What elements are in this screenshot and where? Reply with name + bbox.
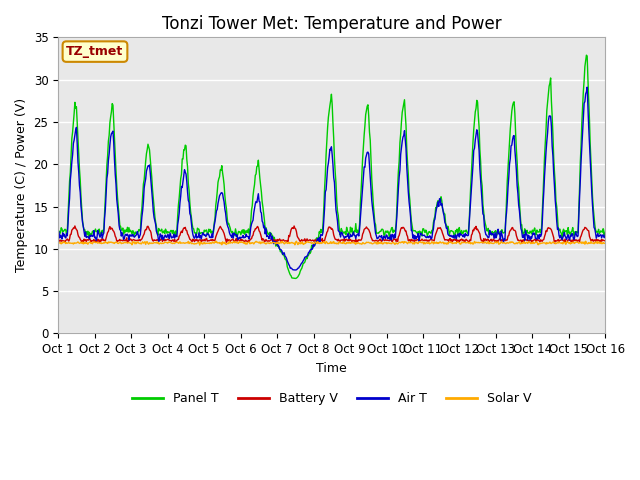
Air T <box>292 267 300 273</box>
Solar V <box>64 240 72 246</box>
Air T <box>120 235 128 241</box>
Battery V <box>71 223 79 229</box>
Battery V <box>64 237 72 243</box>
Battery V <box>602 238 609 244</box>
Battery V <box>550 240 558 246</box>
Air T <box>602 230 609 236</box>
Air T <box>399 134 407 140</box>
Panel T <box>602 227 609 233</box>
X-axis label: Time: Time <box>316 362 347 375</box>
Air T <box>54 235 62 240</box>
Solar V <box>176 239 184 245</box>
Solar V <box>206 240 214 246</box>
Line: Panel T: Panel T <box>58 55 605 278</box>
Battery V <box>122 237 129 243</box>
Air T <box>583 84 591 90</box>
Solar V <box>602 240 609 246</box>
Y-axis label: Temperature (C) / Power (V): Temperature (C) / Power (V) <box>15 98 28 273</box>
Solar V <box>54 240 62 246</box>
Line: Battery V: Battery V <box>58 226 605 243</box>
Air T <box>64 220 72 226</box>
Panel T <box>582 52 590 58</box>
Solar V <box>120 240 128 245</box>
Panel T <box>399 106 407 111</box>
Panel T <box>176 185 184 191</box>
Panel T <box>120 227 128 233</box>
Legend: Panel T, Battery V, Air T, Solar V: Panel T, Battery V, Air T, Solar V <box>127 387 536 410</box>
Line: Solar V: Solar V <box>58 241 605 245</box>
Panel T <box>415 230 423 236</box>
Battery V <box>177 230 184 236</box>
Solar V <box>292 238 300 244</box>
Line: Air T: Air T <box>58 87 605 270</box>
Battery V <box>206 238 214 243</box>
Solar V <box>416 239 424 245</box>
Text: TZ_tmet: TZ_tmet <box>67 45 124 58</box>
Air T <box>415 238 423 244</box>
Panel T <box>64 212 72 217</box>
Battery V <box>54 238 62 243</box>
Panel T <box>292 276 300 281</box>
Air T <box>205 232 212 238</box>
Battery V <box>415 238 423 244</box>
Air T <box>176 200 184 206</box>
Panel T <box>205 226 212 232</box>
Panel T <box>54 229 62 235</box>
Solar V <box>196 242 204 248</box>
Battery V <box>399 225 407 230</box>
Title: Tonzi Tower Met: Temperature and Power: Tonzi Tower Met: Temperature and Power <box>162 15 502 33</box>
Solar V <box>400 240 408 246</box>
